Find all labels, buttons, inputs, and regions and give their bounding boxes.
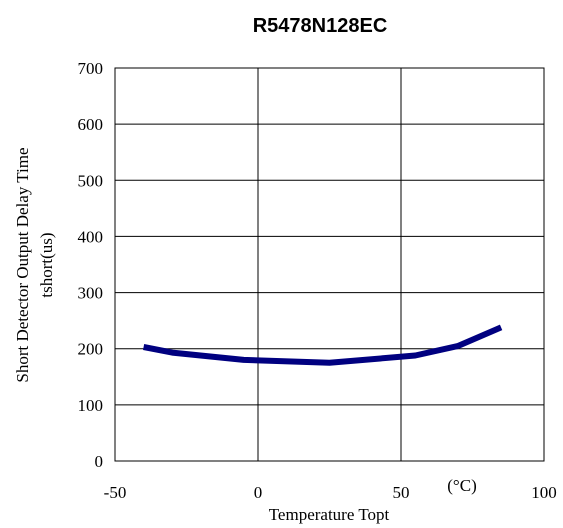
- series-line-0: [143, 324, 503, 366]
- x-tick-label: -50: [104, 483, 127, 502]
- x-tick-label: 50: [393, 483, 410, 502]
- x-axis-unit: (°C): [447, 476, 476, 495]
- x-tick-label: 100: [531, 483, 557, 502]
- y-tick-label: 300: [78, 284, 104, 303]
- y-axis-label-line-2: tshort(us): [37, 232, 56, 297]
- grid: [115, 68, 544, 461]
- y-tick-label: 500: [78, 171, 104, 190]
- y-tick-label: 400: [78, 227, 104, 246]
- x-axis-label: Temperature Topt: [269, 505, 390, 524]
- plot-frame: [114, 67, 545, 462]
- y-axis-label: Short Detector Output Delay Time: [13, 147, 32, 382]
- y-tick-label: 0: [95, 452, 104, 471]
- y-axis-sublabel: tshort(us): [37, 232, 56, 297]
- y-tick-label: 700: [78, 59, 104, 78]
- y-tick-label: 100: [78, 396, 104, 415]
- y-axis-label-line-1: Short Detector Output Delay Time: [13, 147, 32, 382]
- y-tick-label: 200: [78, 340, 104, 359]
- y-tick-labels: 0 100 200 300 400 500 600 700: [78, 59, 104, 471]
- chart-title: R5478N128EC: [253, 15, 388, 37]
- x-tick-labels: -50 0 50 100: [104, 483, 557, 502]
- y-tick-label: 600: [78, 115, 104, 134]
- series-group: [143, 324, 503, 366]
- x-tick-label: 0: [254, 483, 263, 502]
